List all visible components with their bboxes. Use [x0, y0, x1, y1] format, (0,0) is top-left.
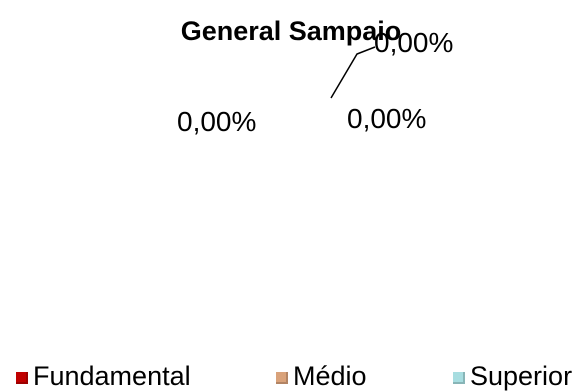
legend-label-superior: Superior	[470, 361, 573, 391]
legend-item-superior: Superior	[453, 362, 572, 391]
legend-item-medio: Médio	[276, 362, 367, 391]
legend-swatch-medio	[276, 371, 288, 384]
leader-line-path	[330, 46, 376, 99]
data-label-fundamental: 0,00%	[177, 106, 257, 137]
chart-legend: Fundamental Médio Superior	[0, 362, 576, 391]
legend-item-fundamental: Fundamental	[16, 362, 191, 391]
legend-swatch-fundamental	[16, 371, 28, 384]
legend-label-medio: Médio	[293, 361, 367, 391]
legend-swatch-superior	[453, 371, 465, 384]
chart-title: General Sampaio	[180, 16, 402, 46]
legend-label-fundamental: Fundamental	[33, 361, 191, 391]
data-label-medio: 0,00%	[347, 103, 427, 134]
data-label-superior: 0,00%	[374, 27, 454, 58]
